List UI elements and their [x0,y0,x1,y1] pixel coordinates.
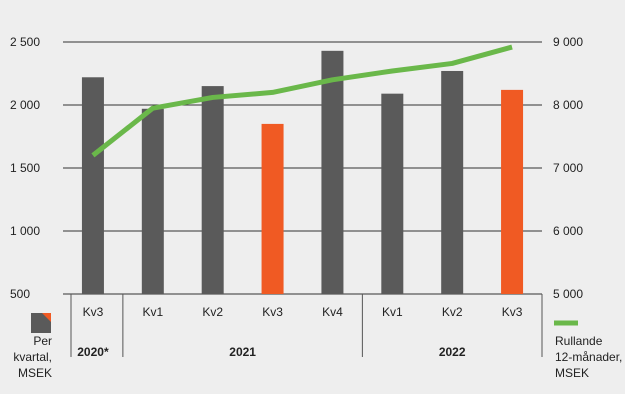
left-tick-label: 2 500 [10,35,40,49]
legend-label-rolling: Rullande [555,334,603,348]
bar [81,77,104,294]
bar-series [81,50,524,295]
rolling-12-month-line [91,44,513,158]
category-label: Kv4 [322,305,343,319]
right-tick-label: 8 000 [553,98,583,112]
left-tick-label: 2 000 [10,98,40,112]
category-label: Kv3 [83,305,104,319]
gridlines [63,41,542,295]
category-label: Kv1 [382,305,403,319]
legend-label-quarterly: MSEK [18,366,52,380]
line-series [91,44,513,158]
legend-label-quarterly: Per [33,334,52,348]
bar [381,93,404,294]
legend-label-rolling: 12-månader, [555,350,622,364]
right-tick-label: 5 000 [553,287,583,301]
category-label: Kv2 [442,305,463,319]
legend: Per kvartal, MSEK Rullande 12-månader, MSEK [13,313,622,380]
bar [141,108,164,294]
left-tick-label: 1 000 [10,224,40,238]
left-tick-label: 500 [10,287,30,301]
category-label: Kv3 [262,305,283,319]
bar [321,50,344,294]
right-tick-label: 6 000 [553,224,583,238]
legend-label-quarterly: kvartal, [13,350,52,364]
left-tick-label: 1 500 [10,161,40,175]
right-tick-label: 7 000 [553,161,583,175]
year-label: 2021 [229,345,256,359]
category-label: Kv2 [202,305,223,319]
highlight-legend-swatch [42,313,51,322]
year-label: 2022 [439,345,466,359]
year-label: 2020* [77,345,109,359]
bar [441,70,464,294]
category-label: Kv1 [142,305,163,319]
x-axis: Kv3 Kv1 Kv2 Kv3 Kv4 Kv1 Kv2 Kv3 2020* 2021 2022 [70,294,543,359]
legend-label-rolling: MSEK [555,366,589,380]
right-tick-label: 9 000 [553,35,583,49]
bar [201,86,224,294]
bar [261,123,284,295]
bar-legend-swatch [31,313,51,333]
left-axis-ticks: 500 1 000 1 500 2 000 2 500 [10,35,40,301]
bar [501,89,524,294]
right-axis-ticks: 5 000 6 000 7 000 8 000 9 000 [553,35,583,301]
category-label: Kv3 [502,305,523,319]
